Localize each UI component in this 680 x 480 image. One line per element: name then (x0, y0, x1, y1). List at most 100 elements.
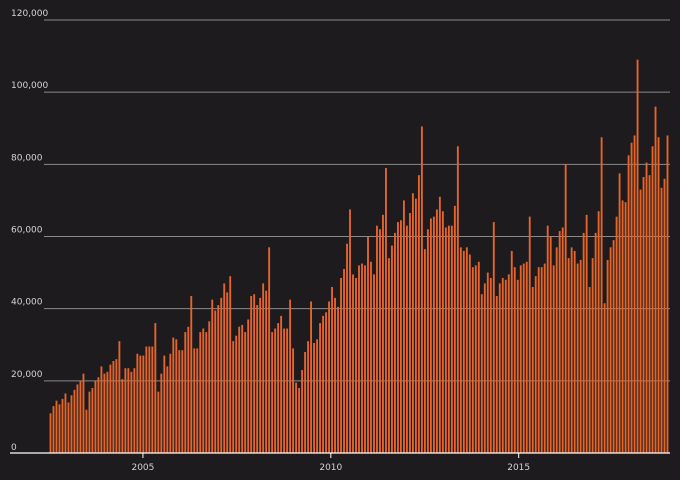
bar (91, 388, 94, 453)
bar (546, 225, 549, 453)
bar (343, 268, 345, 453)
bar (498, 283, 501, 453)
bar (346, 243, 348, 453)
bar (612, 240, 615, 453)
bar (76, 384, 79, 453)
bar (531, 287, 534, 453)
bar (202, 328, 205, 453)
bar (567, 258, 570, 453)
bar (405, 225, 408, 453)
bar (298, 388, 301, 453)
bar (130, 371, 133, 453)
bar (364, 265, 366, 453)
bar (94, 380, 97, 453)
bar (265, 290, 268, 454)
bar (205, 332, 208, 453)
y-axis-tick-labels: 0 20,000 40,000 60,000 80,000 100,000 120,000 (11, 9, 48, 453)
bar (382, 214, 384, 453)
bar (429, 218, 432, 453)
bar (286, 328, 289, 453)
bar (307, 341, 310, 453)
bar (483, 283, 486, 453)
bar (621, 200, 624, 453)
bar (340, 278, 342, 453)
bar (397, 222, 399, 453)
bar (391, 245, 393, 453)
bar (310, 301, 313, 453)
bar (88, 391, 91, 453)
bar (552, 265, 555, 453)
bar (334, 297, 336, 453)
bar (58, 404, 61, 453)
bar (328, 301, 330, 453)
bar (211, 299, 214, 453)
bar (651, 146, 654, 454)
bar (184, 332, 187, 453)
bar (447, 225, 450, 453)
bar (456, 146, 459, 454)
bar (283, 328, 286, 453)
bar (238, 326, 241, 453)
bar (606, 259, 609, 453)
bar (588, 287, 591, 453)
bar (403, 200, 405, 453)
bar (636, 59, 639, 453)
bar (106, 371, 109, 453)
bar (229, 276, 232, 453)
bar (379, 229, 381, 453)
bar (175, 339, 178, 453)
bar (349, 209, 351, 453)
bar (492, 222, 495, 453)
bar (400, 220, 402, 453)
bar (274, 328, 277, 453)
bar (181, 350, 184, 453)
bar (525, 261, 528, 453)
bar (441, 211, 444, 453)
bar (630, 142, 633, 453)
bar (208, 321, 211, 453)
bar (82, 373, 85, 453)
bar (385, 167, 387, 453)
x-tick-label: 2005 (131, 463, 154, 473)
bar (169, 353, 172, 453)
bar-series (49, 59, 669, 454)
bar (193, 348, 196, 453)
bar (280, 315, 283, 453)
bar (166, 366, 169, 453)
bar (408, 213, 411, 453)
bar (471, 267, 474, 453)
bar (501, 278, 504, 453)
bar (603, 303, 606, 453)
bar (196, 348, 199, 453)
bar (115, 359, 118, 453)
bar (579, 259, 582, 453)
bar (268, 247, 271, 453)
y-tick-label: 120,000 (11, 9, 48, 19)
bar (549, 236, 552, 453)
bar (337, 306, 339, 453)
bar (576, 263, 579, 453)
bar (145, 346, 148, 453)
bar (561, 227, 564, 453)
bar (55, 400, 58, 453)
bar (85, 409, 88, 453)
bar (112, 360, 115, 453)
bar (663, 178, 666, 453)
bar (555, 247, 558, 453)
bar (127, 368, 130, 453)
y-tick-label: 100,000 (11, 81, 48, 91)
bar (597, 211, 600, 453)
bar (426, 229, 429, 453)
bar (600, 137, 603, 453)
bar (100, 366, 103, 453)
bar (190, 296, 193, 453)
y-tick-label: 0 (11, 443, 17, 453)
bar (465, 247, 468, 453)
bar (459, 247, 462, 453)
bar (217, 305, 220, 453)
bar (163, 355, 166, 453)
bar (124, 368, 127, 453)
bar (423, 249, 426, 453)
bar (558, 231, 561, 453)
